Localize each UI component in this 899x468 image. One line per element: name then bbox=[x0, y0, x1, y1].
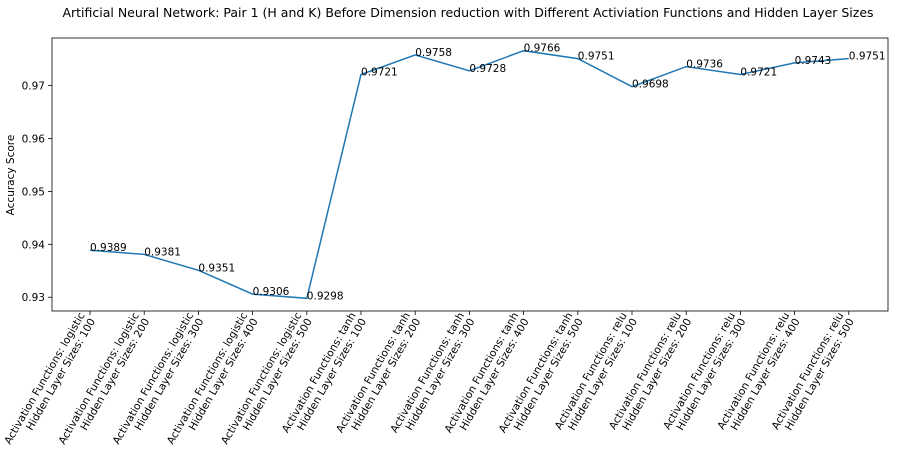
data-label: 0.9751 bbox=[849, 51, 886, 63]
y-tick-label: 0.97 bbox=[22, 81, 45, 93]
data-label: 0.9351 bbox=[198, 262, 235, 274]
data-label: 0.9743 bbox=[795, 55, 832, 67]
y-axis-label: Accuracy Score bbox=[5, 135, 17, 216]
data-label: 0.9736 bbox=[686, 59, 723, 71]
y-tick-label: 0.93 bbox=[22, 292, 45, 304]
y-axis: 0.93 0.94 0.95 0.96 0.97 bbox=[22, 81, 52, 304]
data-label: 0.9766 bbox=[524, 43, 561, 55]
data-label: 0.9758 bbox=[415, 47, 452, 59]
y-tick-label: 0.95 bbox=[22, 186, 45, 198]
series-accuracy bbox=[89, 49, 849, 300]
data-label: 0.9751 bbox=[578, 51, 615, 63]
data-label: 0.9306 bbox=[253, 286, 290, 298]
plot-frame bbox=[51, 37, 889, 312]
chart-title: Artificial Neural Network: Pair 1 (H and… bbox=[62, 5, 873, 20]
data-label: 0.9381 bbox=[144, 246, 181, 258]
data-label: 0.9721 bbox=[361, 67, 398, 79]
y-tick-label: 0.96 bbox=[22, 134, 46, 146]
data-label: 0.9721 bbox=[740, 67, 777, 79]
data-label: 0.9728 bbox=[469, 63, 506, 75]
data-label: 0.9698 bbox=[632, 79, 669, 91]
data-label: 0.9298 bbox=[307, 290, 344, 302]
data-labels: 0.9389 0.9381 0.9351 0.9306 0.9298 0.9721 0.97… bbox=[90, 43, 886, 303]
y-tick-label: 0.94 bbox=[22, 239, 46, 251]
data-label: 0.9389 bbox=[90, 242, 127, 254]
series-line bbox=[89, 49, 849, 300]
